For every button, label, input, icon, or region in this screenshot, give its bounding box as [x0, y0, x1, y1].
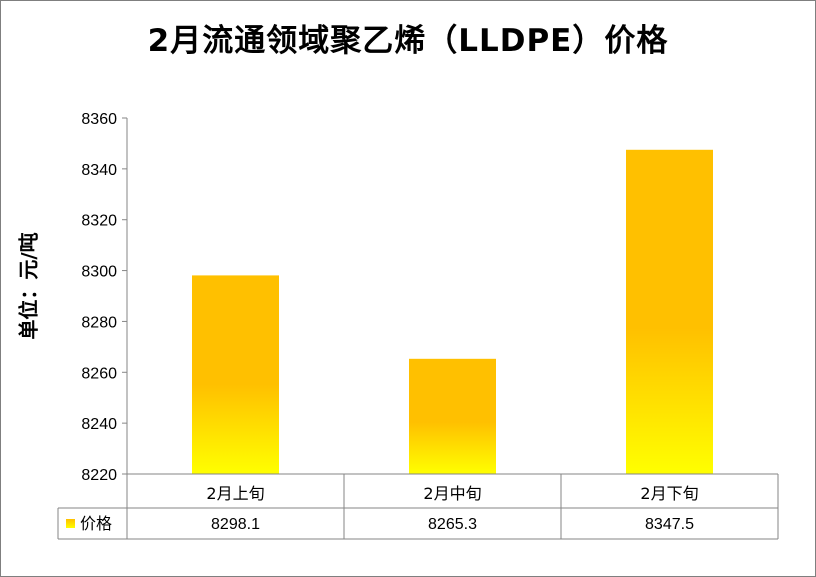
legend-series-name: 价格 — [80, 514, 112, 533]
data-value-label: 8298.1 — [211, 516, 260, 533]
x-category-label: 2月中旬 — [423, 484, 481, 503]
bar — [409, 358, 496, 474]
x-category-label: 2月上旬 — [206, 484, 264, 503]
y-tick-label: 8320 — [81, 213, 117, 230]
y-tick-label: 8280 — [81, 314, 117, 331]
legend-swatch — [66, 519, 75, 528]
bars — [192, 149, 713, 475]
y-tick-label: 8340 — [81, 162, 117, 179]
y-tick-label: 8240 — [81, 416, 117, 433]
y-tick-label: 8360 — [81, 111, 117, 128]
chart-title: 2月流通领域聚乙烯（LLDPE）价格 — [147, 23, 669, 59]
y-tick-label: 8220 — [81, 467, 117, 484]
y-axis: 8220 8240 8260 8280 8300 8320 8340 8360 — [81, 111, 128, 484]
y-tick-label: 8260 — [81, 365, 117, 382]
bar — [626, 149, 713, 475]
bar — [192, 275, 279, 474]
y-tick-label: 8300 — [81, 264, 117, 281]
data-table: 2月上旬 8298.1 2月中旬 8265.3 2月下旬 8347.5 价格 — [57, 473, 779, 540]
data-value-label: 8347.5 — [645, 516, 694, 533]
x-category-label: 2月下旬 — [640, 484, 698, 503]
data-value-label: 8265.3 — [428, 516, 477, 533]
